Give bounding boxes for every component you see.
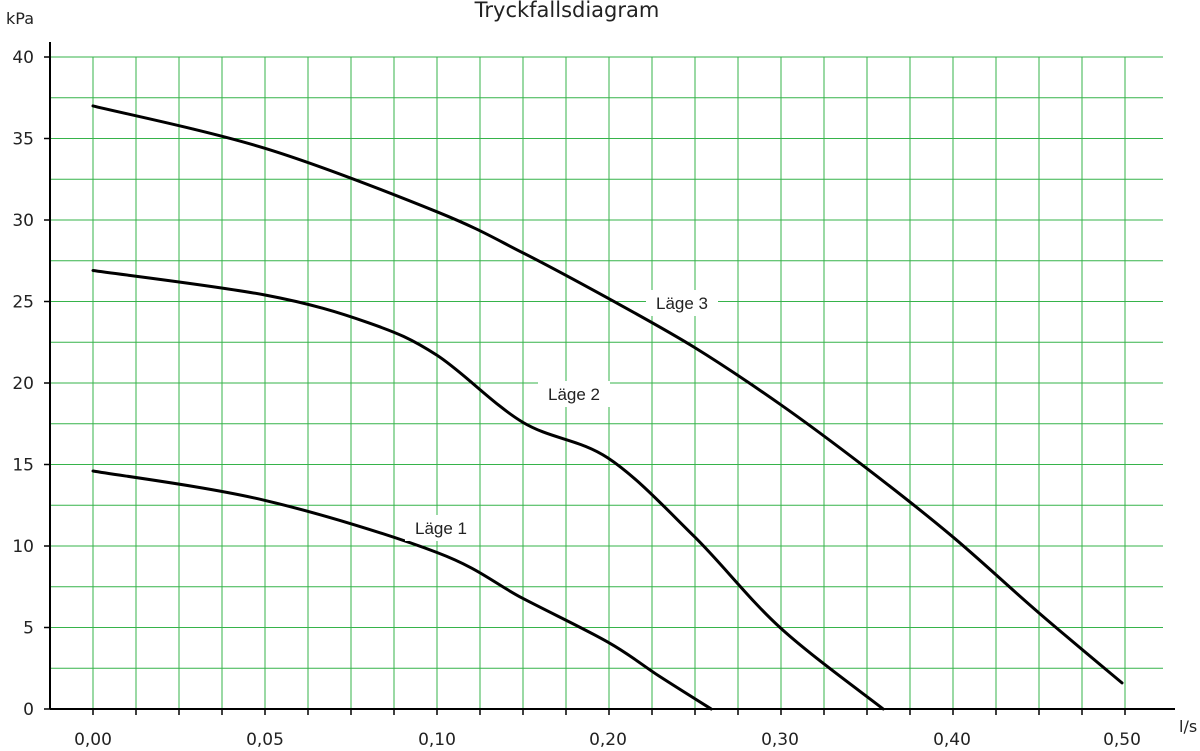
y-tick-label: 30	[12, 211, 34, 231]
y-axis-unit: kPa	[6, 9, 34, 28]
x-tick-label: 0,10	[418, 730, 456, 750]
x-tick-label: 0,00	[74, 730, 112, 750]
series-line	[91, 469, 713, 711]
tick-labels: 0 5 10 15 20 25 30 35 40 0,00 0,05 0,10 0,20 0,30 0,40…	[12, 48, 1141, 750]
x-tick-label: 0,05	[246, 730, 284, 750]
series-labels: Läge 1 Läge 2 Läge 3	[405, 290, 718, 541]
y-tick-label: 35	[12, 130, 34, 150]
axes	[44, 42, 1175, 715]
y-tick-label: 5	[23, 619, 34, 639]
y-tick-label: 20	[12, 374, 34, 394]
y-tick-label: 10	[12, 537, 34, 557]
x-tick-label: 0,20	[589, 730, 627, 750]
series-line	[91, 269, 885, 711]
y-tick-label: 15	[12, 456, 34, 476]
x-axis-unit: l/s	[1179, 717, 1197, 736]
series-label-background	[646, 290, 718, 316]
chart-title: Tryckfallsdiagram	[474, 0, 660, 22]
y-tick-label: 0	[23, 700, 34, 720]
y-tick-label: 25	[12, 293, 34, 313]
x-tick-label: 0,50	[1103, 730, 1141, 750]
series-label: Läge 3	[656, 294, 708, 313]
series-label: Läge 2	[548, 385, 600, 404]
series-lines	[91, 104, 1124, 711]
series-label: Läge 1	[415, 519, 467, 538]
series-label-background	[405, 515, 477, 541]
series-line	[91, 104, 1124, 685]
y-tick-label: 40	[12, 48, 34, 68]
x-tick-label: 0,40	[933, 730, 971, 750]
series-label-background	[538, 381, 610, 407]
x-tick-label: 0,30	[761, 730, 799, 750]
